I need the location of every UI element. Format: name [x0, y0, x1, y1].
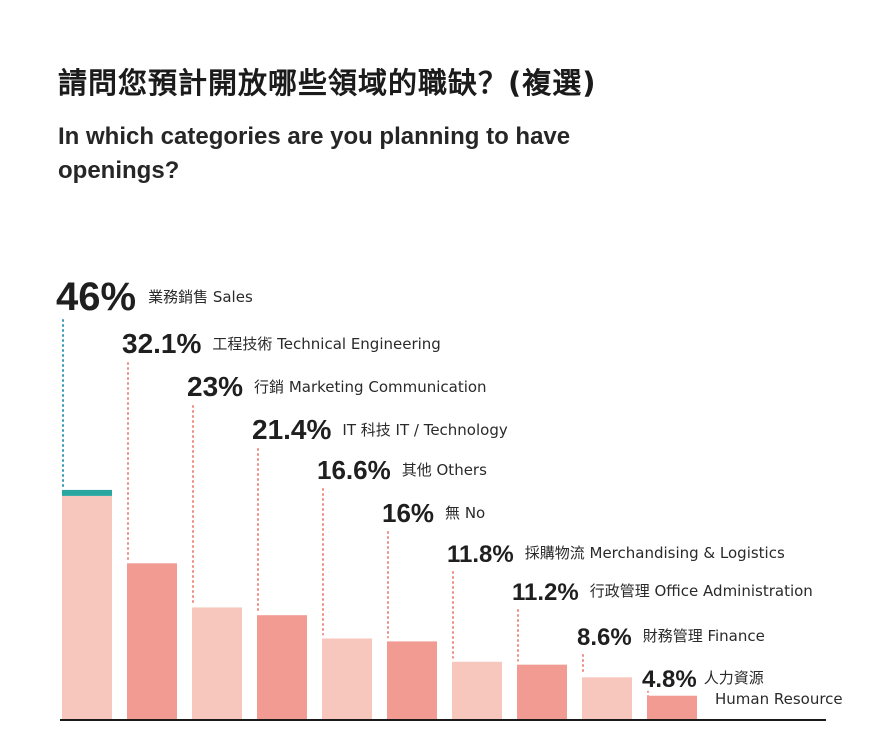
- category-label-5: 無 No: [445, 504, 485, 522]
- category-label-3: IT 科技 IT / Technology: [342, 421, 507, 439]
- bar-1: [127, 563, 177, 719]
- category-label-4: 其他 Others: [402, 461, 487, 479]
- bar-5: [387, 641, 437, 719]
- category-label-7: 行政管理 Office Administration: [590, 582, 813, 600]
- bar-8: [582, 677, 632, 719]
- percent-label-5: 16%: [382, 498, 434, 528]
- percent-label-9: 4.8%: [642, 666, 697, 693]
- bar-7: [517, 664, 567, 719]
- bar-6: [452, 661, 502, 719]
- category-label-9-line2: Human Resource: [715, 690, 843, 708]
- percent-label-3: 21.4%: [252, 414, 331, 445]
- category-label-2: 行銷 Marketing Communication: [254, 378, 487, 396]
- percent-label-8: 8.6%: [577, 624, 632, 651]
- bar-3: [257, 615, 307, 719]
- percent-label-1: 32.1%: [122, 328, 201, 359]
- category-label-8: 財務管理 Finance: [643, 627, 765, 645]
- chart-title-chinese: 請問您預計開放哪些領域的職缺？(複選): [58, 66, 597, 100]
- bar-0: [62, 495, 112, 719]
- chart-title-english: In which categories are you planning to …: [58, 123, 571, 184]
- bar-4: [322, 638, 372, 719]
- bar-9: [647, 695, 697, 719]
- category-label-9-line1: 人力資源: [704, 669, 764, 687]
- bar-highlight-cap: [62, 489, 112, 496]
- category-label-6: 採購物流 Merchandising & Logistics: [525, 544, 785, 562]
- percent-label-4: 16.6%: [317, 455, 391, 485]
- category-label-1: 工程技術 Technical Engineering: [212, 335, 440, 353]
- percent-label-6: 11.8%: [447, 541, 514, 568]
- percent-label-2: 23%: [187, 371, 243, 402]
- percent-label-7: 11.2%: [512, 579, 579, 606]
- bar-2: [192, 607, 242, 719]
- category-label-0: 業務銷售 Sales: [148, 288, 253, 306]
- percent-label-0: 46%: [56, 275, 136, 319]
